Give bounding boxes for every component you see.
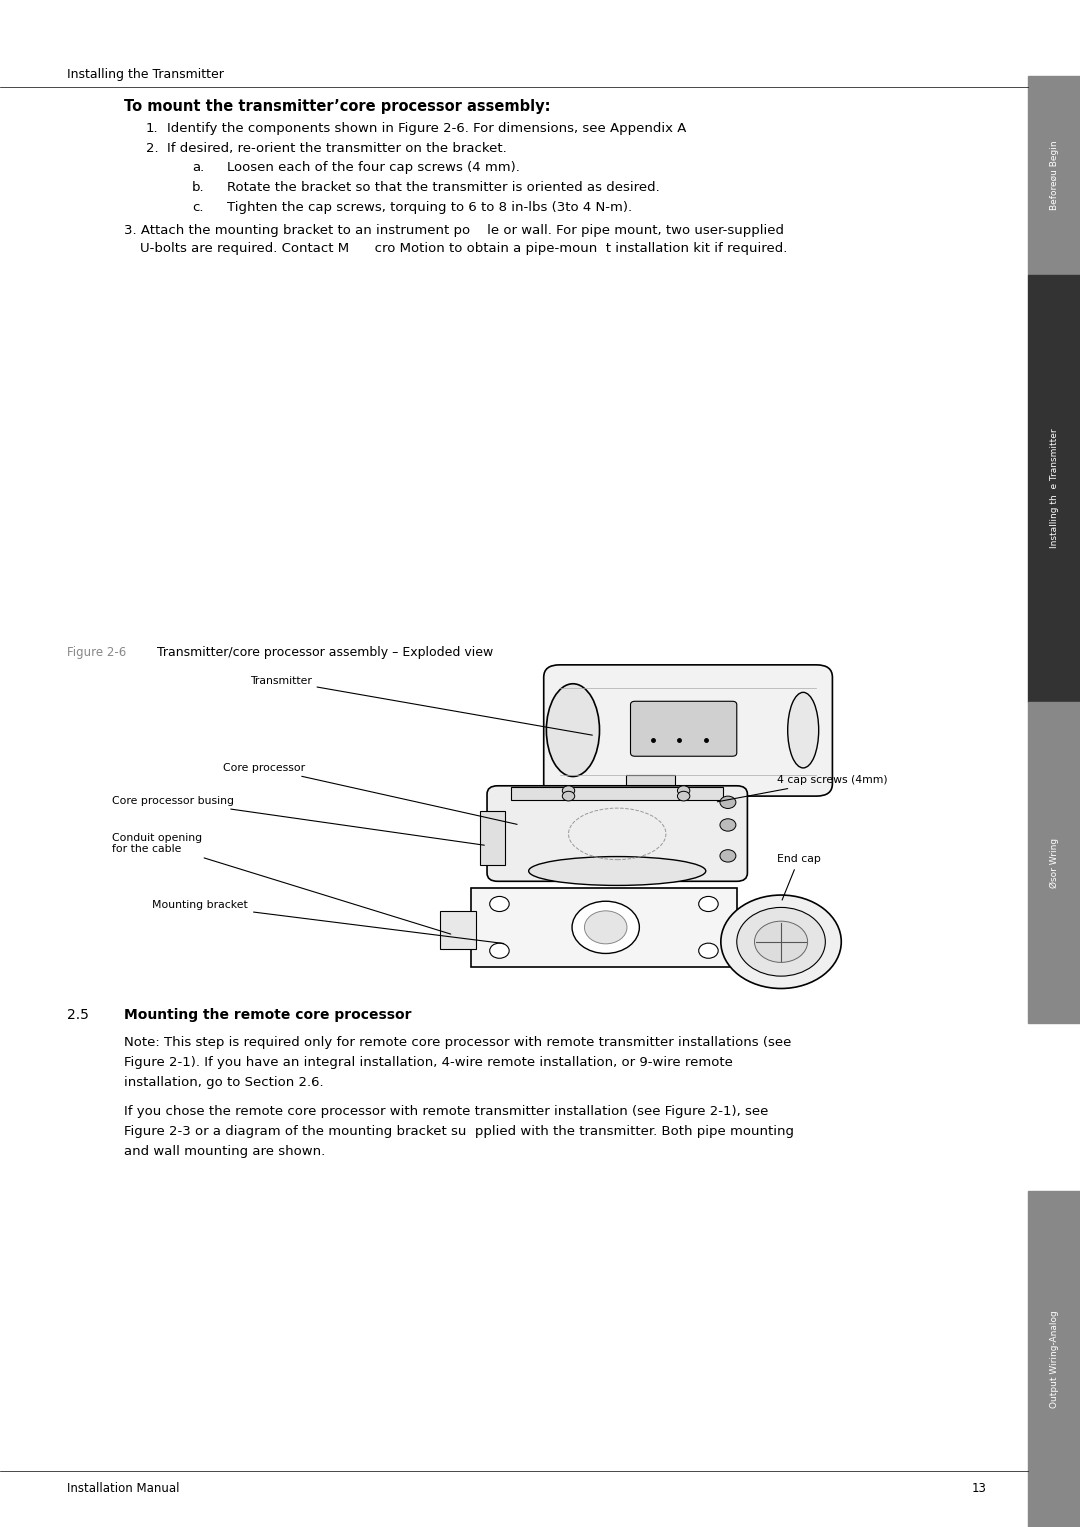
Circle shape	[699, 944, 718, 959]
Bar	[1028, 76, 1080, 275]
Circle shape	[563, 786, 575, 796]
Circle shape	[677, 786, 690, 796]
Text: Mounting the remote core processor: Mounting the remote core processor	[124, 1008, 411, 1023]
Text: Output Wiring-Analog: Output Wiring-Analog	[1050, 1310, 1058, 1408]
Circle shape	[720, 818, 735, 831]
Text: 2.5: 2.5	[67, 1008, 89, 1023]
Text: Core processor: Core processor	[224, 764, 517, 825]
Text: 4 cap screws (4mm): 4 cap screws (4mm)	[717, 776, 888, 802]
Ellipse shape	[546, 684, 599, 777]
Text: Identify the components shown in Figure 2-6. For dimensions, see Appendix A: Identify the components shown in Figure …	[167, 122, 687, 134]
Text: Transmitter: Transmitter	[249, 675, 592, 734]
Text: Core processor busing: Core processor busing	[112, 796, 484, 844]
Text: Transmitter/core processor assembly – Exploded view: Transmitter/core processor assembly – Ex…	[157, 646, 492, 658]
Text: Installing the Transmitter: Installing the Transmitter	[67, 69, 224, 81]
Bar	[511, 788, 724, 800]
Circle shape	[677, 791, 690, 802]
Text: To mount the transmitter’core processor assembly:: To mount the transmitter’core processor …	[124, 99, 551, 115]
Text: Conduit opening
for the cable: Conduit opening for the cable	[112, 832, 450, 935]
Text: Figure 2-6: Figure 2-6	[67, 646, 126, 658]
Text: Rotate the bracket so that the transmitter is oriented as desired.: Rotate the bracket so that the transmitt…	[227, 182, 660, 194]
Text: 3. Attach the mounting bracket to an instrument po    le or wall. For pipe mount: 3. Attach the mounting bracket to an ins…	[124, 224, 784, 237]
Text: 2.: 2.	[146, 142, 159, 154]
Text: 13: 13	[972, 1483, 987, 1495]
Text: Installation Manual: Installation Manual	[67, 1483, 179, 1495]
Bar	[1028, 702, 1080, 1023]
Circle shape	[720, 895, 841, 988]
Circle shape	[584, 910, 627, 944]
Text: Beforeøu Begin: Beforeøu Begin	[1050, 140, 1058, 211]
Circle shape	[720, 796, 735, 808]
Text: 1.: 1.	[146, 122, 159, 134]
Bar	[626, 774, 675, 796]
FancyBboxPatch shape	[487, 786, 747, 881]
Text: If you chose the remote core processor with remote transmitter installation (see: If you chose the remote core processor w…	[124, 1106, 769, 1118]
Text: U-bolts are required. Contact M      cro Motion to obtain a pipe-moun  t install: U-bolts are required. Contact M cro Moti…	[140, 243, 787, 255]
Text: Figure 2-1). If you have an integral installation, 4-wire remote installation, o: Figure 2-1). If you have an integral ins…	[124, 1057, 733, 1069]
Circle shape	[720, 849, 735, 863]
Text: Loosen each of the four cap screws (4 mm).: Loosen each of the four cap screws (4 mm…	[227, 162, 519, 174]
Circle shape	[755, 921, 808, 962]
Text: Installing th  e Transmitter: Installing th e Transmitter	[1050, 429, 1058, 548]
Circle shape	[489, 896, 509, 912]
FancyBboxPatch shape	[543, 664, 833, 796]
FancyBboxPatch shape	[631, 701, 737, 756]
Text: If desired, re-orient the transmitter on the bracket.: If desired, re-orient the transmitter on…	[167, 142, 508, 154]
Ellipse shape	[529, 857, 706, 886]
Text: c.: c.	[192, 202, 204, 214]
Text: installation, go to Section 2.6.: installation, go to Section 2.6.	[124, 1077, 324, 1089]
Circle shape	[489, 944, 509, 959]
Circle shape	[737, 907, 825, 976]
Bar	[480, 811, 504, 864]
Text: Note: This step is required only for remote core processor with remote transmitt: Note: This step is required only for rem…	[124, 1037, 792, 1049]
Text: Figure 2-3 or a diagram of the mounting bracket su  pplied with the transmitter.: Figure 2-3 or a diagram of the mounting …	[124, 1125, 794, 1138]
Text: Øsor Wring: Øsor Wring	[1050, 838, 1058, 887]
Bar	[471, 889, 737, 967]
Text: Tighten the cap screws, torquing to 6 to 8 in-lbs (3to 4 N-m).: Tighten the cap screws, torquing to 6 to…	[227, 202, 632, 214]
Bar	[441, 910, 475, 948]
Text: and wall mounting are shown.: and wall mounting are shown.	[124, 1145, 325, 1157]
Text: b.: b.	[192, 182, 205, 194]
Text: Mounting bracket: Mounting bracket	[152, 901, 503, 944]
Bar	[1028, 1191, 1080, 1527]
Text: End cap: End cap	[777, 854, 821, 899]
Ellipse shape	[787, 692, 819, 768]
Circle shape	[563, 791, 575, 802]
Text: a.: a.	[192, 162, 204, 174]
Circle shape	[699, 896, 718, 912]
Circle shape	[572, 901, 639, 953]
Bar	[1028, 275, 1080, 702]
